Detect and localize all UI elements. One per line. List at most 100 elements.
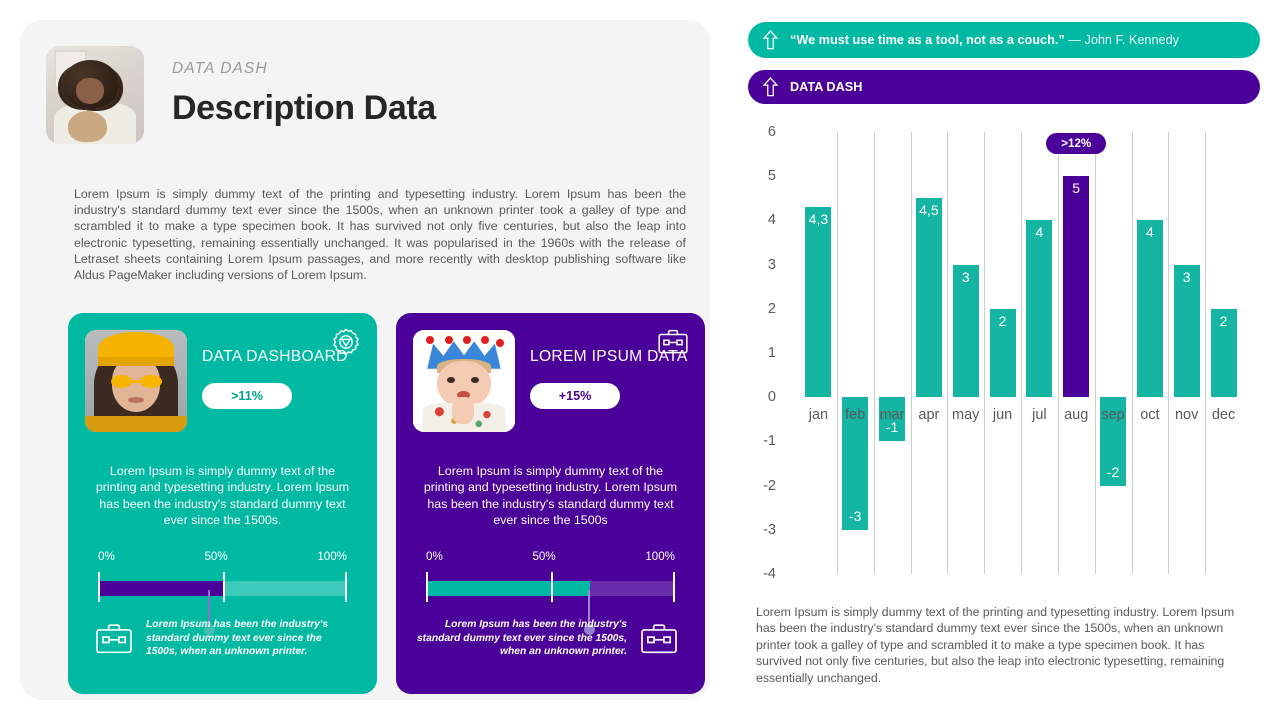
bar-value-jun: 2 xyxy=(998,312,1007,329)
bar-may[interactable] xyxy=(952,264,979,398)
chart-column-jul[interactable]: 4 jul xyxy=(1021,122,1058,584)
bottom-note: Lorem Ipsum is simply dummy text of the … xyxy=(756,605,1235,685)
card-head: DATA DASHBOARD >11% xyxy=(202,330,348,432)
y-tick-3: 3 xyxy=(767,256,776,273)
briefcase-icon[interactable] xyxy=(657,327,689,355)
x-label-jun: jun xyxy=(992,407,1013,424)
y-tick-2: 2 xyxy=(767,300,776,317)
progress-bar[interactable] xyxy=(426,572,675,635)
x-label-jul: jul xyxy=(1032,407,1047,424)
up-arrow-icon xyxy=(762,76,779,98)
card-progress: 0% 50% 100% xyxy=(426,550,675,635)
bar-aug[interactable] xyxy=(1063,176,1090,398)
left-panel: DATA DASH Description Data Lorem Ipsum i… xyxy=(20,20,710,700)
bar-dec[interactable] xyxy=(1210,308,1237,398)
gridline-6 xyxy=(1021,132,1022,574)
card-body-text: Lorem Ipsum is simply dummy text of the … xyxy=(423,464,678,528)
y-tick--1: -1 xyxy=(763,433,776,450)
card-lorem-ipsum-data[interactable]: LOREM IPSUM DATA +15% Lorem Ipsum is sim… xyxy=(396,313,705,694)
gridline-8 xyxy=(1094,132,1096,574)
bar-sep[interactable] xyxy=(1100,397,1127,486)
y-tick-4: 4 xyxy=(767,212,776,229)
chart-column-apr[interactable]: 4,5 apr xyxy=(910,122,947,584)
gear-icon[interactable] xyxy=(331,327,361,357)
bar-nov[interactable] xyxy=(1173,264,1200,398)
y-tick--3: -3 xyxy=(763,521,776,538)
x-label-oct: oct xyxy=(1140,407,1160,424)
card-body-text: Lorem Ipsum is simply dummy text of the … xyxy=(95,464,350,528)
x-label-jan: jan xyxy=(808,407,829,424)
chart-column-nov[interactable]: 3 nov xyxy=(1168,122,1205,584)
quote-banner[interactable]: “We must use time as a tool, not as a co… xyxy=(748,22,1260,58)
progress-tick-100 xyxy=(673,572,675,602)
card-title: LOREM IPSUM DATA xyxy=(530,348,688,365)
progress-pointer-dot[interactable] xyxy=(583,624,595,635)
card-metric-pill[interactable]: >11% xyxy=(202,383,292,409)
chart-column-jun[interactable]: 2 jun xyxy=(984,122,1021,584)
scale-end: 100% xyxy=(645,550,675,563)
progress-tick-0 xyxy=(98,572,100,602)
progress-fill xyxy=(98,581,223,596)
y-tick-6: 6 xyxy=(767,124,776,140)
y-tick-5: 5 xyxy=(767,168,776,185)
scale-start: 0% xyxy=(426,550,443,563)
bar-mar[interactable] xyxy=(879,397,906,442)
chart-column-sep[interactable]: -2 sep xyxy=(1095,122,1132,584)
data-dash-banner[interactable]: DATA DASH xyxy=(748,70,1260,104)
bar-chart[interactable]: 6 5 4 3 2 1 0 -1 -2 -3 -4 4,3 jan -3 feb -1 mar 4,5 apr 3 m… xyxy=(748,122,1260,584)
bar-jul[interactable] xyxy=(1026,220,1053,398)
scale-start: 0% xyxy=(98,550,115,563)
card-footer-note: Lorem Ipsum has been the industry's stan… xyxy=(416,619,627,658)
card-top: DATA DASHBOARD >11% xyxy=(68,313,377,432)
data-dash-label: DATA DASH xyxy=(790,80,863,94)
progress-fill xyxy=(426,581,591,596)
bar-oct[interactable] xyxy=(1136,220,1163,398)
y-tick-1: 1 xyxy=(767,345,776,361)
bar-value-aug: 5 xyxy=(1072,180,1081,197)
progress-pointer-line xyxy=(207,590,210,626)
bar-value-jul: 4 xyxy=(1035,224,1044,241)
chart-bars: 4,3 jan -3 feb -1 mar 4,5 apr 3 may 2 jun 4 jul 5 aug -2… xyxy=(800,122,1242,584)
gridline-2 xyxy=(873,132,875,574)
gridline-7 xyxy=(1057,132,1059,574)
quote-author: — John F. Kennedy xyxy=(1064,33,1179,47)
progress-pointer-dot[interactable] xyxy=(203,624,215,635)
hero-photo xyxy=(46,46,144,144)
card-head: LOREM IPSUM DATA +15% xyxy=(530,330,688,432)
scale-mid: 50% xyxy=(532,550,556,563)
card-data-dashboard[interactable]: DATA DASHBOARD >11% Lorem Ipsum is simpl… xyxy=(68,313,377,694)
bar-jun[interactable] xyxy=(989,308,1016,398)
bar-feb[interactable] xyxy=(842,397,869,530)
quote-body: “We must use time as a tool, not as a co… xyxy=(790,33,1065,47)
bar-value-feb: -3 xyxy=(849,507,862,524)
x-label-may: may xyxy=(952,407,980,424)
scale-mid: 50% xyxy=(204,550,228,563)
chart-column-jan[interactable]: 4,3 jan xyxy=(800,122,837,584)
gridline-10 xyxy=(1168,132,1170,574)
progress-tick-50 xyxy=(222,572,225,602)
card-metric-pill[interactable]: +15% xyxy=(530,383,620,409)
card-progress: 0% 50% 100% xyxy=(98,550,347,635)
chart-column-mar[interactable]: -1 mar xyxy=(874,122,911,584)
chart-column-aug[interactable]: 5 aug xyxy=(1058,122,1095,584)
card-footer-note: Lorem Ipsum has been the industry's stan… xyxy=(146,619,329,658)
bar-value-may: 3 xyxy=(961,268,970,285)
bar-apr[interactable] xyxy=(915,198,942,398)
card-top: LOREM IPSUM DATA +15% xyxy=(396,313,705,432)
x-label-aug: aug xyxy=(1064,407,1089,424)
progress-bar[interactable] xyxy=(98,572,347,635)
page-title: Description Data xyxy=(172,89,436,127)
page-eyebrow: DATA DASH xyxy=(172,60,268,77)
chart-column-dec[interactable]: 2 dec xyxy=(1205,122,1242,584)
bar-value-jan: 4,3 xyxy=(808,211,829,228)
briefcase-icon xyxy=(639,621,679,655)
gridline-5 xyxy=(984,132,986,574)
briefcase-icon xyxy=(94,621,134,655)
chart-column-oct[interactable]: 4 oct xyxy=(1131,122,1168,584)
chart-column-may[interactable]: 3 may xyxy=(947,122,984,584)
bar-jan[interactable] xyxy=(805,207,832,398)
chart-annotation-badge[interactable]: >12% xyxy=(1046,133,1107,154)
progress-scale: 0% 50% 100% xyxy=(426,550,675,563)
chart-column-feb[interactable]: -3 feb xyxy=(837,122,874,584)
up-arrow-icon xyxy=(762,29,779,51)
